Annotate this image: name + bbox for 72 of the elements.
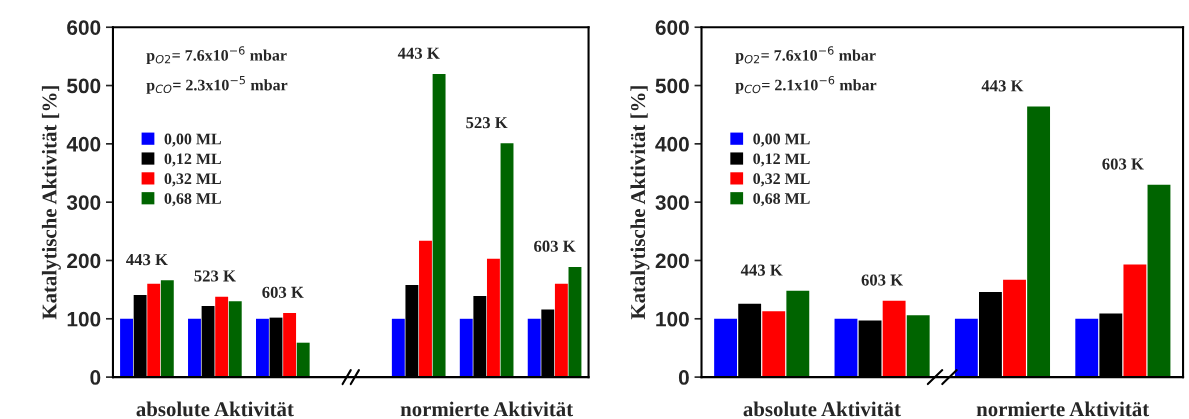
bar: [1075, 318, 1099, 378]
y-tick-label: 400: [655, 136, 689, 152]
bar: [215, 296, 229, 378]
annotation: p$_{O2}$= 7.6x10$^{−6}$ mbar: [146, 46, 287, 65]
text: absolute Aktivität: [743, 401, 901, 417]
y-tick-label: 100: [67, 311, 101, 327]
y-tick-label: 0: [678, 370, 689, 385]
y-tick-label: 200: [67, 253, 101, 269]
y-tick-label: 200: [655, 253, 689, 269]
y-tick-label: 300: [66, 195, 101, 210]
y-tick-label: 0: [90, 370, 101, 385]
legend-label: 0,32 ML: [753, 173, 810, 187]
bar: [1123, 264, 1147, 378]
y-tick-label: 600: [67, 20, 101, 35]
annotation: 443 K: [740, 264, 783, 276]
bar: [834, 318, 858, 378]
annotation: 443 K: [126, 254, 168, 266]
bar: [228, 301, 242, 378]
annotation: 443 K: [981, 80, 1024, 92]
annotation: 523 K: [466, 117, 508, 129]
bar: [283, 312, 297, 378]
y-tick-label: 300: [655, 195, 689, 210]
annotation: 523 K: [194, 270, 236, 282]
y-tick-label: 400: [66, 136, 101, 152]
y-axis-title: Katalytische Aktivität [%]: [41, 86, 61, 320]
legend-label: 0,32 ML: [164, 173, 221, 187]
annotation: 603 K: [262, 286, 304, 298]
legend-label: 0,68 ML: [164, 193, 221, 207]
bar: [500, 143, 514, 378]
annotation: 603 K: [1102, 158, 1144, 170]
bar: [459, 318, 473, 378]
legend-label: 0,12 ML: [164, 153, 221, 167]
bar: [432, 73, 446, 378]
y-tick-label: 500: [67, 78, 101, 94]
bar: [714, 318, 738, 378]
bar: [906, 315, 930, 378]
legend-label: 0,68 ML: [753, 193, 810, 207]
bar: [419, 240, 432, 378]
bar: [568, 266, 582, 378]
bar: [882, 300, 906, 378]
y-tick-label: 500: [655, 78, 689, 94]
bar: [954, 318, 978, 378]
bar: [160, 280, 174, 378]
bar: [486, 258, 500, 378]
legend-label: 0,12 ML: [753, 153, 810, 167]
bar: [1147, 184, 1171, 378]
annotation: p$_{O2}$= 7.6x10$^{−6}$ mbar: [735, 46, 876, 65]
bar: [391, 318, 405, 378]
bar: [554, 283, 568, 378]
annotation: 603 K: [861, 274, 904, 286]
y-tick-label: 100: [656, 311, 689, 327]
bar: [786, 290, 810, 378]
text: absolute Aktivität: [136, 401, 294, 417]
y-tick-label: 600: [655, 20, 689, 35]
annotation: p$_{CO}$= 2.1x10$^{−6}$ mbar: [735, 75, 877, 94]
annotation: 443 K: [397, 47, 440, 59]
legend-label: 0,00 ML: [164, 133, 221, 147]
bar: [527, 318, 541, 378]
bar: [296, 342, 310, 378]
bar: [1027, 106, 1051, 378]
bar: [188, 318, 201, 378]
bar: [762, 311, 786, 378]
y-axis-title: Katalytische Aktivität [%]: [630, 86, 650, 320]
legend-label: 0,00 ML: [753, 133, 810, 147]
bar: [255, 318, 269, 378]
text: normierte Aktivität: [400, 401, 574, 417]
annotation: p$_{CO}$= 2.3x10$^{−5}$ mbar: [146, 76, 288, 94]
bar: [147, 283, 161, 378]
annotation: 603 K: [534, 240, 576, 252]
text: normierte Aktivität: [976, 401, 1150, 417]
bar: [1003, 279, 1026, 378]
bar: [120, 318, 133, 378]
